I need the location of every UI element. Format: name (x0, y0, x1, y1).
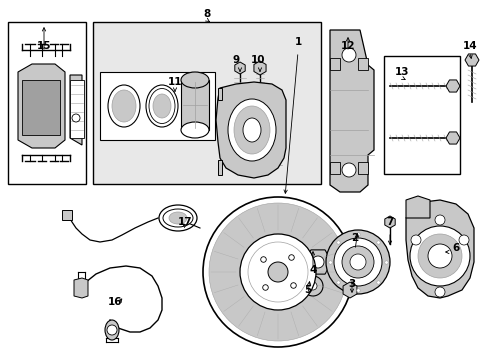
Circle shape (247, 242, 307, 302)
Text: 12: 12 (340, 41, 354, 51)
Bar (329, 162, 339, 174)
Polygon shape (405, 196, 429, 218)
Circle shape (409, 226, 469, 286)
Text: 17: 17 (177, 217, 192, 227)
Circle shape (349, 254, 365, 270)
Text: 13: 13 (394, 67, 408, 77)
Circle shape (208, 203, 346, 341)
Bar (383, 56, 459, 174)
Ellipse shape (105, 320, 119, 340)
Text: 16: 16 (107, 297, 122, 307)
Circle shape (333, 238, 381, 286)
Bar (181, 80, 208, 130)
Text: 5: 5 (304, 285, 311, 295)
Circle shape (458, 235, 468, 245)
Circle shape (341, 48, 355, 62)
Text: 9: 9 (232, 55, 239, 65)
Ellipse shape (163, 209, 193, 227)
Text: 10: 10 (250, 55, 264, 65)
Polygon shape (74, 278, 88, 298)
Circle shape (427, 244, 451, 268)
Ellipse shape (181, 122, 208, 138)
Circle shape (240, 234, 315, 310)
Ellipse shape (169, 212, 186, 224)
Circle shape (417, 234, 461, 278)
Polygon shape (218, 88, 222, 100)
Ellipse shape (234, 106, 269, 154)
Bar (8, 22, 86, 184)
Ellipse shape (227, 99, 275, 161)
Circle shape (303, 276, 323, 296)
Polygon shape (405, 200, 473, 298)
Ellipse shape (181, 72, 208, 88)
Ellipse shape (153, 94, 171, 118)
Polygon shape (70, 75, 82, 145)
Text: 3: 3 (347, 279, 355, 289)
Circle shape (308, 282, 316, 290)
Text: 2: 2 (351, 233, 358, 243)
Polygon shape (329, 30, 373, 192)
Polygon shape (18, 64, 65, 148)
Bar (22, 80, 60, 135)
Ellipse shape (159, 205, 197, 231)
Ellipse shape (112, 90, 136, 122)
Bar (93, 22, 320, 184)
Bar (62, 210, 72, 220)
Ellipse shape (149, 89, 175, 123)
Circle shape (325, 230, 389, 294)
Ellipse shape (108, 85, 140, 127)
Ellipse shape (146, 85, 178, 127)
Circle shape (410, 235, 420, 245)
Ellipse shape (243, 118, 261, 142)
Text: 15: 15 (37, 41, 51, 51)
Circle shape (107, 325, 117, 335)
Circle shape (341, 163, 355, 177)
Bar (100, 72, 215, 140)
Bar (70, 80, 84, 138)
Text: 8: 8 (203, 9, 210, 19)
Text: 4: 4 (309, 265, 316, 275)
Text: 7: 7 (386, 217, 393, 227)
Circle shape (203, 197, 352, 347)
Text: 14: 14 (462, 41, 476, 51)
Circle shape (341, 246, 373, 278)
Text: 11: 11 (167, 77, 182, 87)
Bar (329, 58, 339, 70)
Polygon shape (216, 82, 285, 178)
Circle shape (434, 215, 444, 225)
Circle shape (434, 287, 444, 297)
Polygon shape (218, 160, 222, 175)
Circle shape (267, 262, 287, 282)
Bar (357, 162, 367, 174)
Bar (357, 58, 367, 70)
Circle shape (311, 256, 324, 268)
Text: 1: 1 (294, 37, 301, 47)
Circle shape (72, 114, 80, 122)
Text: 6: 6 (451, 243, 459, 253)
